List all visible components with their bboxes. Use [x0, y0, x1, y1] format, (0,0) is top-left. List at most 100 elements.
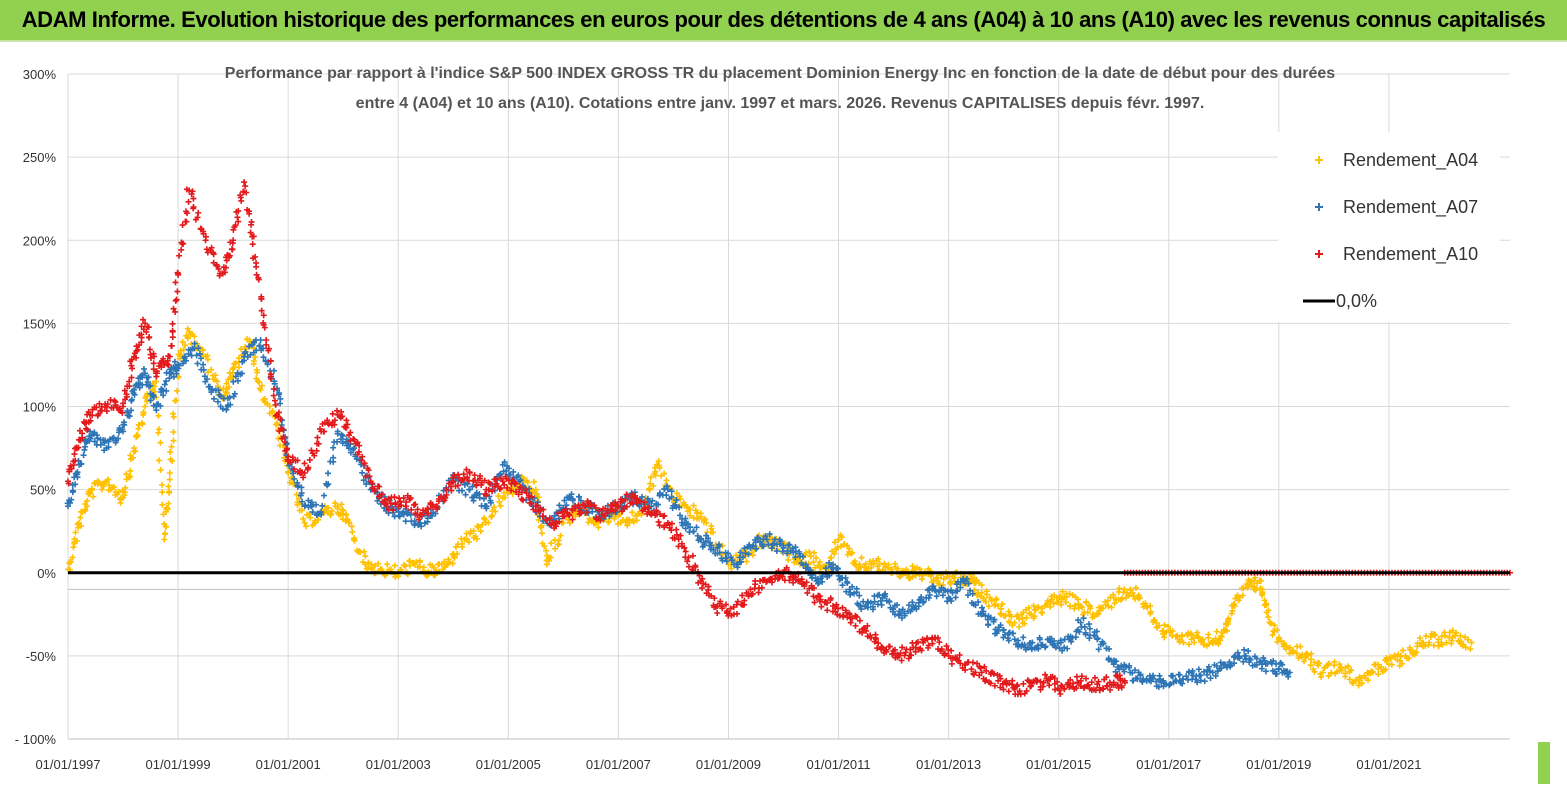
- data-point-A10: [190, 195, 197, 202]
- data-point-A07: [277, 400, 284, 407]
- x-tick-label: 01/01/2019: [1246, 757, 1311, 772]
- data-point-A07: [1195, 666, 1202, 673]
- legend-marker-A04: [1315, 156, 1323, 164]
- data-point-A04: [290, 481, 297, 488]
- data-point-A04: [733, 552, 740, 559]
- data-point-A07: [668, 488, 675, 495]
- data-point-A04: [129, 454, 136, 461]
- data-point-A07: [1197, 677, 1204, 684]
- data-point-A04: [180, 346, 187, 353]
- data-point-A04: [1413, 649, 1420, 656]
- data-point-A04: [1468, 639, 1475, 646]
- data-point-A07: [345, 445, 352, 452]
- data-point-A10: [566, 512, 573, 519]
- data-point-A07: [305, 497, 312, 504]
- data-point-A10: [397, 498, 404, 505]
- data-point-A04: [1083, 599, 1090, 606]
- data-point-A10: [891, 646, 898, 653]
- data-point-A10: [166, 353, 173, 360]
- data-point-A04: [1225, 615, 1232, 622]
- data-point-A04: [1439, 641, 1446, 648]
- data-point-A04: [466, 538, 473, 545]
- data-point-A04: [222, 388, 229, 395]
- data-point-A10: [817, 596, 824, 603]
- data-point-A07: [780, 542, 787, 549]
- data-point-A04: [1301, 658, 1308, 665]
- data-point-A10: [699, 585, 706, 592]
- legend-marker-A07: [1315, 203, 1323, 211]
- data-point-A07: [242, 350, 249, 357]
- data-point-A04: [1028, 611, 1035, 618]
- data-point-A04: [346, 519, 353, 526]
- data-point-A07: [1125, 664, 1132, 671]
- data-point-A04: [1416, 635, 1423, 642]
- data-point-A04: [162, 523, 169, 530]
- data-point-A10: [142, 320, 149, 327]
- x-tick-label: 01/01/1999: [146, 757, 211, 772]
- data-point-A10: [263, 341, 270, 348]
- data-point-A04: [537, 523, 544, 530]
- data-point-A07: [1086, 625, 1093, 632]
- data-point-A04: [1451, 632, 1458, 639]
- data-point-A04: [167, 449, 174, 456]
- data-point-A10: [578, 509, 585, 516]
- data-point-A10: [455, 474, 462, 481]
- data-point-A07: [486, 493, 493, 500]
- data-point-A07: [1005, 637, 1012, 644]
- data-point-A10: [435, 498, 442, 505]
- data-point-A10: [146, 334, 153, 341]
- data-point-A10: [1091, 674, 1098, 681]
- data-point-A04: [105, 476, 112, 483]
- data-point-A07: [193, 352, 200, 359]
- data-point-A07: [1093, 628, 1100, 635]
- data-point-A10: [241, 179, 248, 186]
- data-point-A10: [622, 496, 629, 503]
- data-point-A04: [982, 598, 989, 605]
- data-point-A10: [499, 478, 506, 485]
- data-point-A04: [165, 500, 172, 507]
- data-point-A10: [540, 513, 547, 520]
- data-point-A10: [400, 494, 407, 501]
- data-point-A04: [1180, 639, 1187, 646]
- data-point-A10: [668, 520, 675, 527]
- data-point-A10: [934, 634, 941, 641]
- data-point-A10: [1023, 687, 1030, 694]
- data-point-A10: [852, 622, 859, 629]
- data-point-A04: [1059, 588, 1066, 595]
- data-point-A07: [1245, 647, 1252, 654]
- data-point-A04: [155, 429, 162, 436]
- data-point-A07: [146, 383, 153, 390]
- data-point-A04: [630, 518, 637, 525]
- data-point-A04: [1031, 613, 1038, 620]
- data-point-A10: [248, 218, 255, 225]
- data-point-A04: [225, 384, 232, 391]
- data-point-A04: [138, 419, 145, 426]
- data-point-A10: [914, 638, 921, 645]
- data-point-A10: [864, 622, 871, 629]
- data-point-A10: [699, 575, 706, 582]
- data-point-A10: [343, 417, 350, 424]
- data-point-A10: [210, 251, 217, 258]
- data-point-A04: [940, 575, 947, 582]
- data-point-A04: [1422, 633, 1429, 640]
- data-point-A10: [790, 579, 797, 586]
- data-point-A10: [1073, 685, 1080, 692]
- data-point-A10: [997, 684, 1004, 691]
- data-point-A04: [1067, 603, 1074, 610]
- data-point-A07: [1077, 619, 1084, 626]
- data-point-A10: [692, 563, 699, 570]
- data-point-A07: [338, 431, 345, 438]
- data-point-A10: [252, 253, 259, 260]
- data-point-A04: [362, 561, 369, 568]
- data-point-A07: [963, 575, 970, 582]
- data-point-A10: [343, 424, 350, 431]
- data-point-A04: [140, 411, 147, 418]
- data-point-A04: [372, 562, 379, 569]
- data-point-A07: [140, 365, 147, 372]
- data-point-A04: [1063, 593, 1070, 600]
- data-point-A07: [834, 565, 841, 572]
- data-point-A04: [328, 507, 335, 514]
- data-point-A07: [1081, 624, 1088, 631]
- data-point-A07: [1100, 640, 1107, 647]
- data-point-A07: [171, 358, 178, 365]
